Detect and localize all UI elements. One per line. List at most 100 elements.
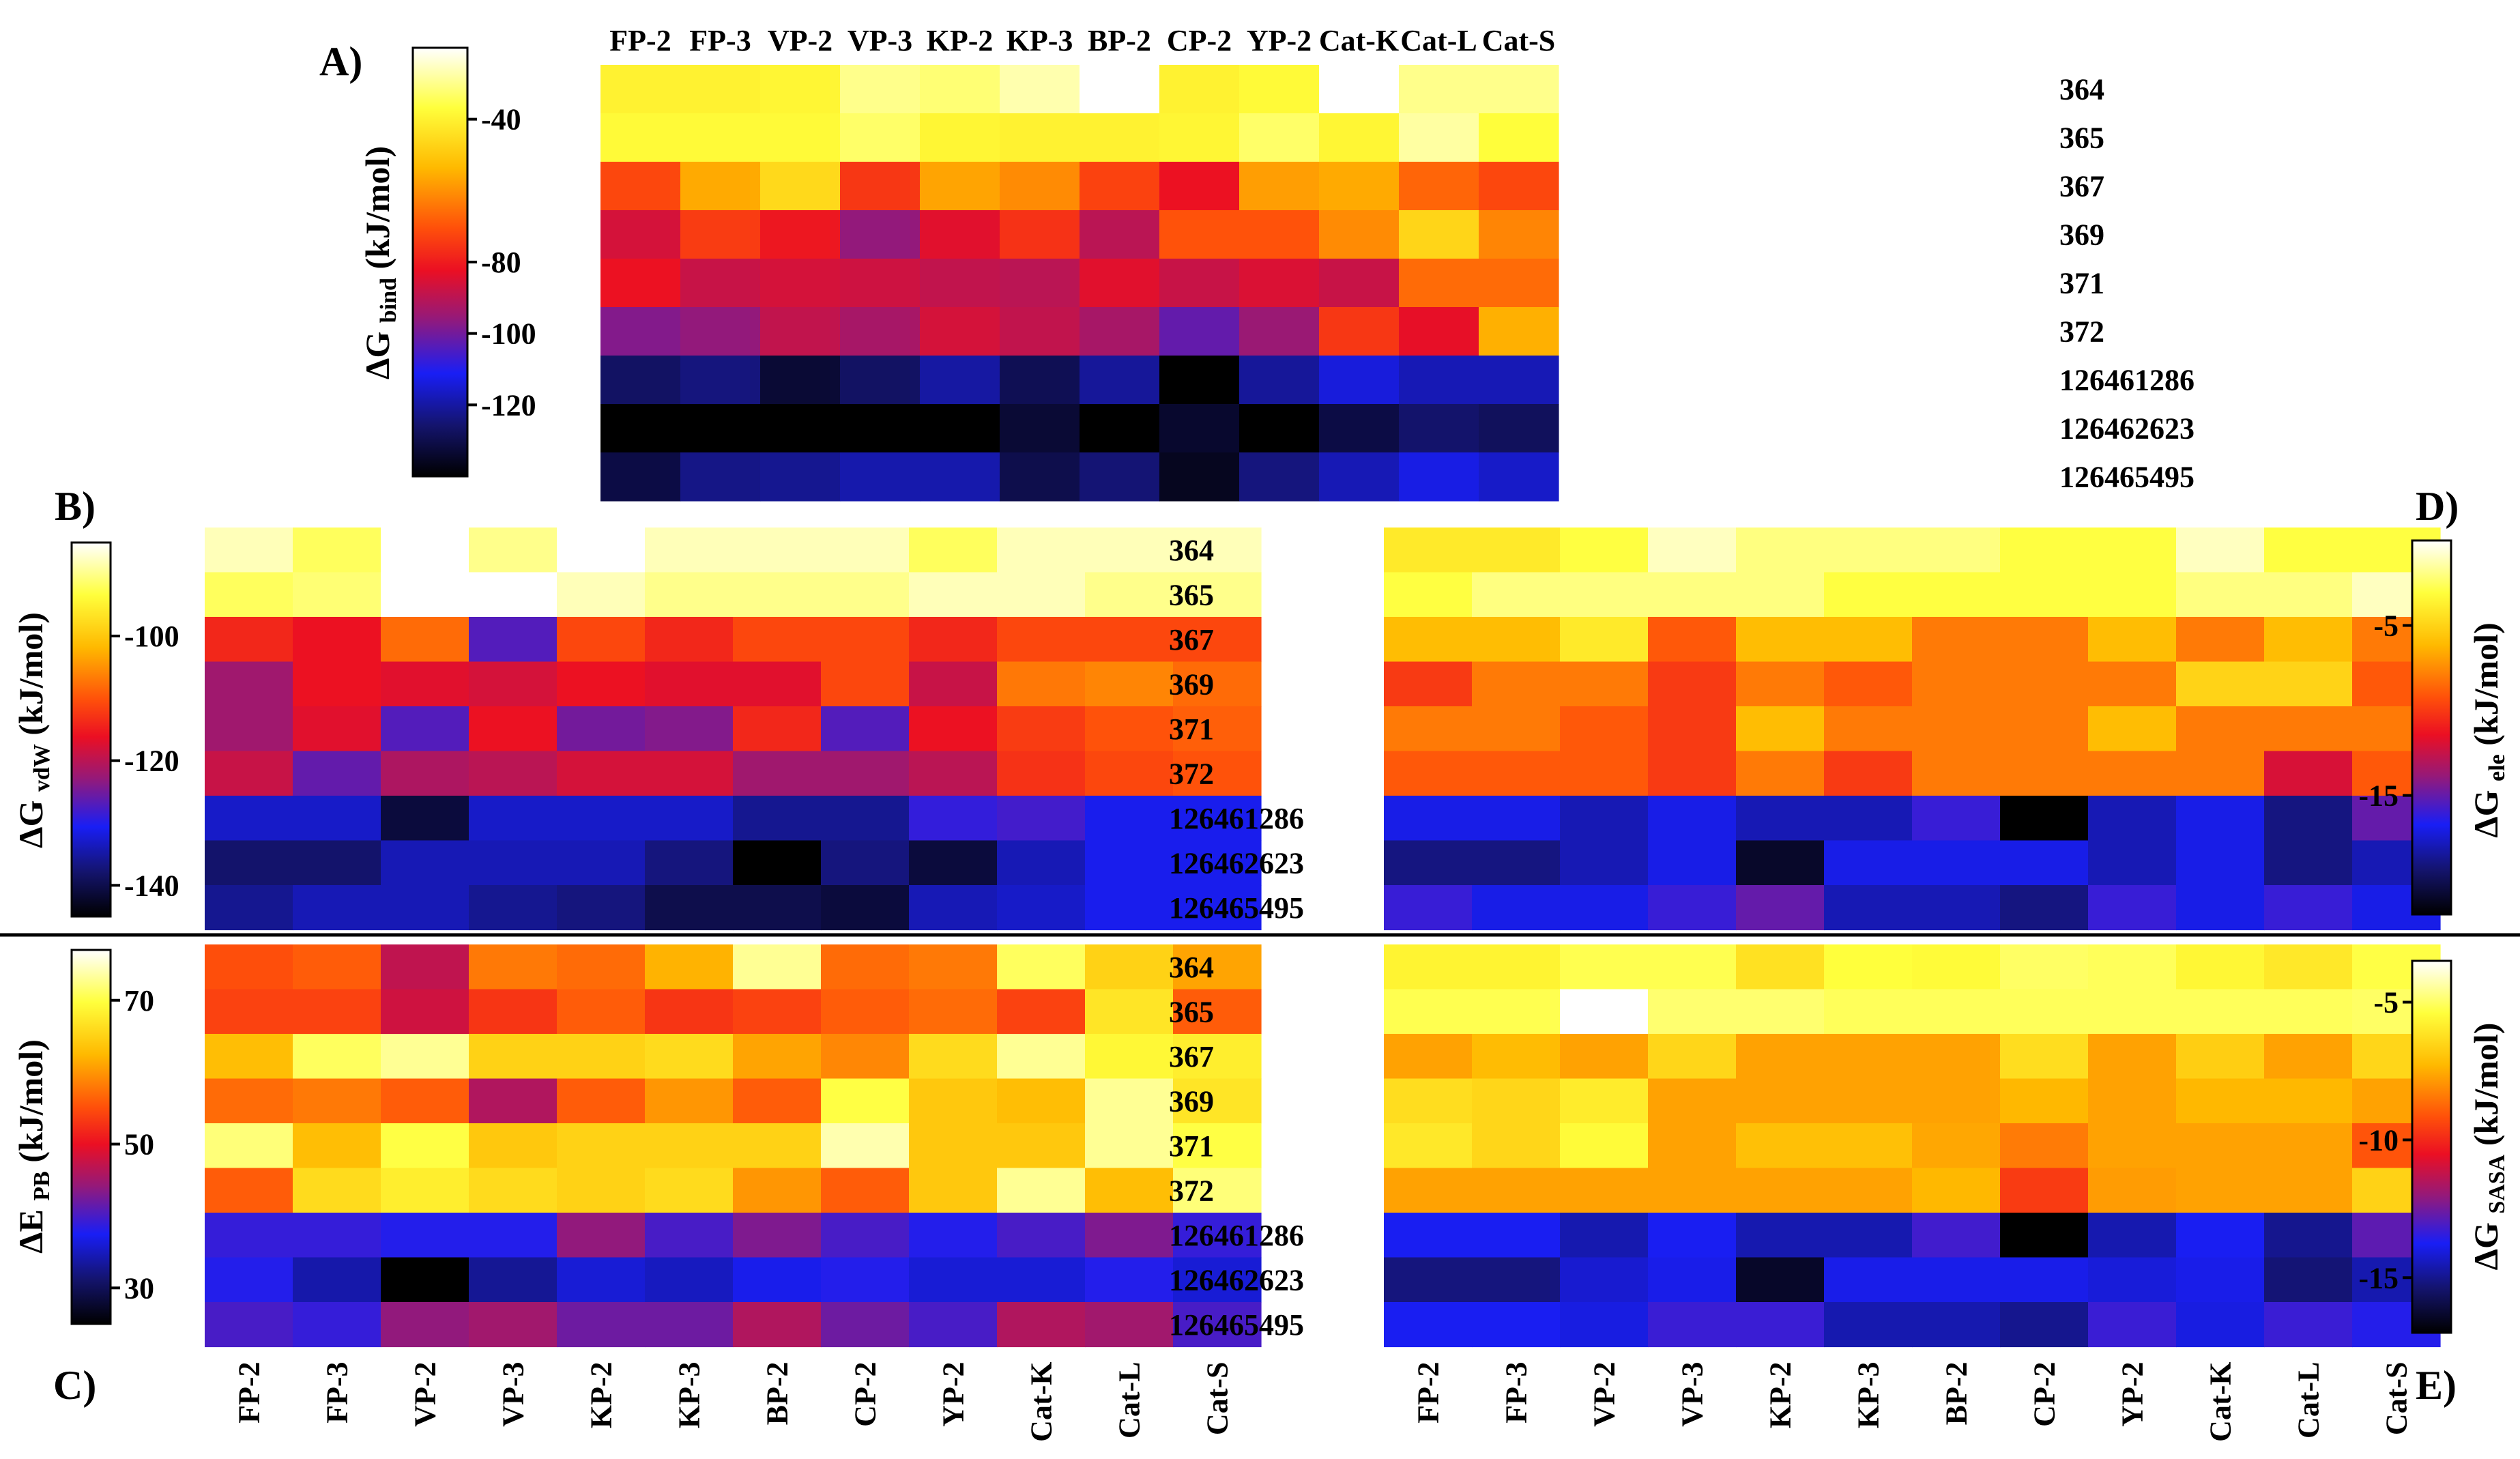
heatmap-cell	[840, 65, 921, 114]
heatmap-cell	[733, 1034, 822, 1080]
panel-d: D) -5 -15 ΔG ele (kJ/mol)	[1384, 484, 2510, 931]
heatmap-cell	[1824, 617, 1913, 663]
colorbar-tick-label: -5	[2373, 609, 2399, 643]
heatmap-cell	[1824, 840, 1913, 886]
heatmap-cell	[2088, 1123, 2177, 1169]
heatmap-cell	[821, 1078, 910, 1124]
row-label: 365	[1169, 578, 1214, 611]
heatmap-cell	[2264, 572, 2353, 618]
heatmap-cell	[293, 751, 381, 796]
row-label: 365	[1169, 995, 1214, 1028]
heatmap-cell	[1736, 944, 1825, 990]
heatmap-cell	[1648, 840, 1737, 886]
heatmap-cell	[1736, 751, 1825, 796]
heatmap-cell	[1173, 661, 1262, 707]
heatmap-cell	[821, 796, 910, 841]
heatmap-cell	[1912, 1257, 2001, 1303]
colorbar-title: ΔG bind (kJ/mol)	[358, 146, 401, 379]
row-label: 372	[1169, 1174, 1214, 1207]
heatmap-cell	[2088, 661, 2177, 707]
heatmap-cell	[1479, 259, 1559, 308]
heatmap-cell	[920, 210, 1000, 259]
heatmap-cell	[1472, 1302, 1561, 1348]
heatmap-cell	[1399, 113, 1479, 162]
heatmap-cell	[2176, 661, 2265, 707]
heatmap-cell	[1085, 1168, 1174, 1213]
heatmap-cell	[997, 944, 1086, 990]
heatmap-cell	[1648, 661, 1737, 707]
heatmap-cell	[1239, 356, 1320, 405]
heatmap-cell	[1560, 572, 1649, 618]
heatmap-cell	[600, 259, 681, 308]
colorbar-title: ΔG ele (kJ/mol)	[2467, 622, 2510, 837]
heatmap-cell	[381, 572, 469, 618]
heatmap-cell	[2264, 1302, 2353, 1348]
heatmap-cell	[1085, 840, 1174, 886]
heatmap-cell	[1000, 452, 1080, 502]
heatmap-cell	[2264, 1078, 2353, 1124]
heatmap-cell	[1399, 210, 1479, 259]
heatmap-cell	[293, 1257, 381, 1303]
heatmap-cell	[2000, 617, 2089, 663]
column-label: Cat-S	[2380, 1362, 2414, 1436]
colorbar-title: ΔG SASA (kJ/mol)	[2467, 1023, 2510, 1271]
heatmap-cell	[997, 1123, 1086, 1169]
heatmap-cell	[733, 1123, 822, 1169]
heatmap-cell	[469, 572, 557, 618]
heatmap-cell	[1560, 796, 1649, 841]
heatmap-cell	[760, 452, 841, 502]
heatmap-cell	[1824, 944, 1913, 990]
heatmap-cell	[680, 65, 761, 114]
heatmap-cell	[1824, 751, 1913, 796]
heatmap-cell	[557, 528, 646, 573]
heatmap-cell	[2264, 528, 2353, 573]
column-label: VP-3	[1676, 1362, 1709, 1427]
heatmap-cell	[1085, 572, 1174, 618]
heatmap-cell	[1648, 1168, 1737, 1213]
heatmap-cell	[909, 840, 998, 886]
heatmap-cell	[293, 1302, 381, 1348]
heatmap-cell	[1173, 1257, 1262, 1303]
panel-label: B)	[55, 484, 96, 529]
heatmap-cell	[2176, 572, 2265, 618]
heatmap-cell	[557, 1257, 646, 1303]
heatmap-cell	[205, 1257, 293, 1303]
heatmap-cell	[1239, 307, 1320, 356]
heatmap-cell	[469, 706, 557, 752]
heatmap-cell	[1560, 989, 1649, 1035]
heatmap-cell	[205, 989, 293, 1035]
heatmap-cell	[821, 1257, 910, 1303]
panel-b: 364 365 367 369 371 372 126461286 126462623 1264…	[12, 484, 1304, 931]
heatmap-cell	[645, 989, 734, 1035]
heatmap-cell	[2176, 989, 2265, 1035]
heatmap-cell	[1736, 572, 1825, 618]
heatmap-cell	[1384, 885, 1473, 931]
heatmap-cell	[1085, 1302, 1174, 1348]
row-label: 364	[1169, 951, 1214, 984]
column-label: Cat-K	[1319, 24, 1399, 57]
heatmap-cell	[1159, 210, 1240, 259]
column-label: VP-2	[409, 1362, 442, 1427]
heatmap-cell	[2264, 944, 2353, 990]
heatmap-cell	[997, 1302, 1086, 1348]
heatmap-cell	[733, 661, 822, 707]
heatmap-cell	[733, 617, 822, 663]
row-label: 126465495	[1169, 891, 1304, 925]
heatmap-cell	[1472, 840, 1561, 886]
heatmap-cell	[1560, 885, 1649, 931]
heatmap-cell	[1824, 989, 1913, 1035]
heatmap-cell	[997, 751, 1086, 796]
heatmap-cell	[1560, 1302, 1649, 1348]
heatmap-cell	[1648, 1123, 1737, 1169]
heatmap-cell	[1384, 572, 1473, 618]
heatmap-cell	[1912, 617, 2001, 663]
heatmap-cell	[1479, 113, 1559, 162]
heatmap-cell	[1173, 1168, 1262, 1213]
colorbar-tick-label: -15	[2358, 1261, 2399, 1295]
column-label: KP-2	[927, 24, 994, 57]
heatmap-cell	[997, 617, 1086, 663]
heatmap-cell	[2176, 1123, 2265, 1169]
heatmap-cell	[1912, 528, 2001, 573]
heatmap-cell	[1648, 528, 1737, 573]
